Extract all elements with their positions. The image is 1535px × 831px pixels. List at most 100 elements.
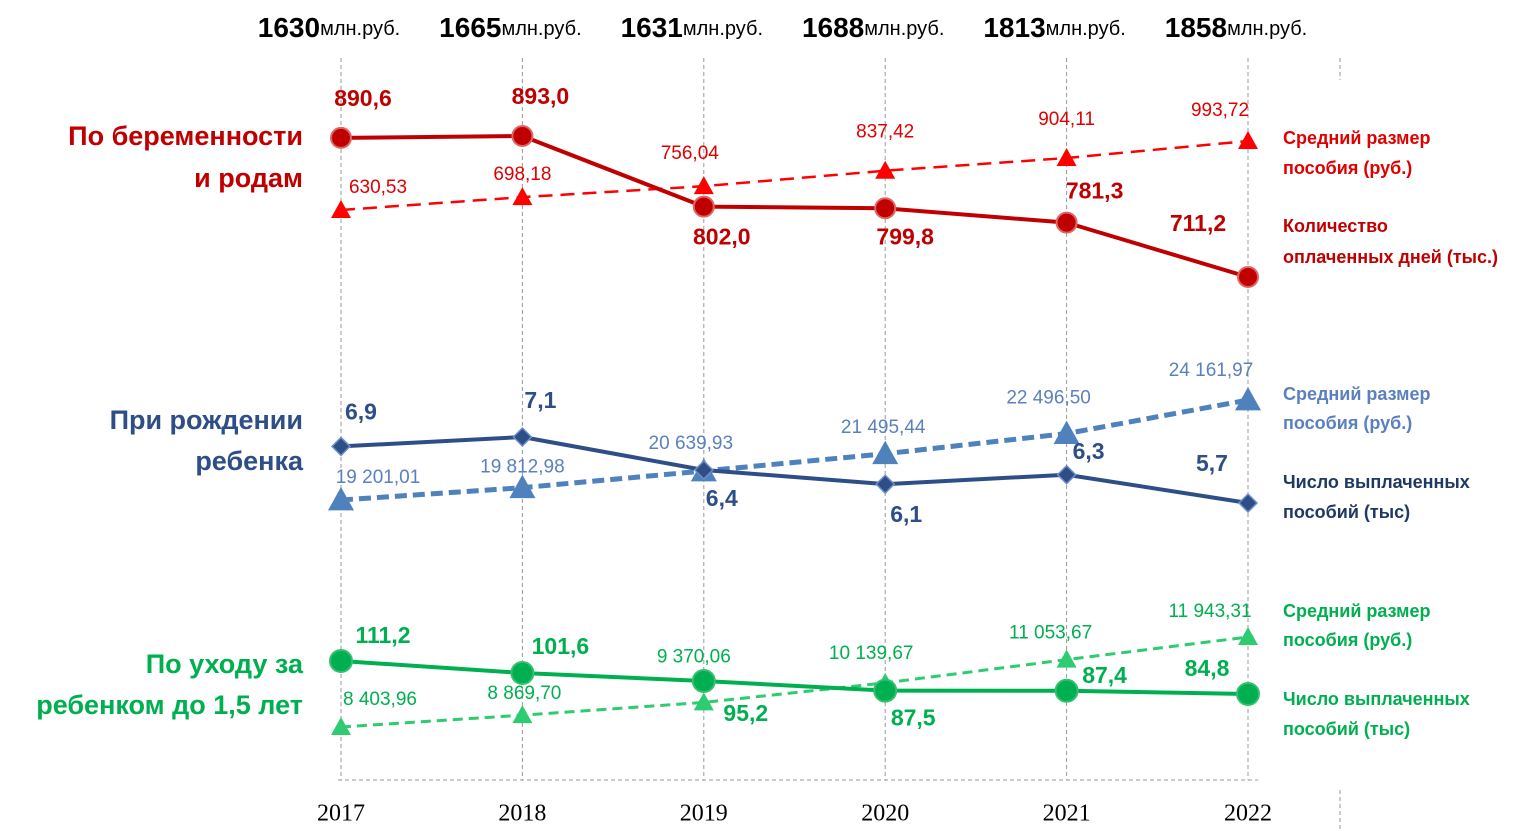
- total-label: 1688млн.руб.: [802, 12, 944, 43]
- group-label: и родам: [194, 163, 303, 193]
- legend-label: Число выплаченных: [1283, 472, 1470, 492]
- data-label: 22 496,50: [1006, 388, 1091, 409]
- marker: [873, 678, 898, 703]
- total-label: 1630млн.руб.: [258, 12, 400, 43]
- marker: [872, 440, 899, 465]
- marker: [1053, 420, 1080, 444]
- data-label: 95,2: [723, 700, 768, 726]
- marker: [693, 459, 714, 481]
- x-tick-label: 2017: [317, 801, 365, 827]
- legend-label: Число выплаченных: [1283, 689, 1470, 709]
- marker: [874, 197, 897, 220]
- data-label: 802,0: [693, 224, 751, 250]
- marker: [330, 126, 352, 149]
- legend-label: Количество: [1283, 216, 1388, 236]
- data-label: 101,6: [532, 633, 590, 659]
- marker: [1055, 211, 1078, 234]
- group-label: При рождении: [110, 405, 303, 435]
- data-label: 84,8: [1185, 655, 1230, 681]
- legend-label: пособия (руб.): [1283, 158, 1412, 178]
- marker: [331, 717, 351, 735]
- marker: [1056, 148, 1077, 167]
- data-label: 799,8: [876, 223, 934, 249]
- data-label: 890,6: [334, 85, 392, 111]
- marker: [1238, 131, 1258, 149]
- marker: [875, 160, 896, 179]
- legend-label: оплаченных дней (тыс.): [1283, 247, 1498, 267]
- data-label: 837,42: [856, 122, 914, 143]
- data-label: 8 869,70: [487, 683, 561, 704]
- data-label: 19 812,98: [480, 457, 565, 478]
- total-label: 1665млн.руб.: [439, 12, 581, 43]
- data-label: 11 053,67: [1009, 623, 1092, 644]
- marker: [330, 436, 352, 457]
- total-unit: млн.руб.: [501, 18, 581, 40]
- data-label: 19 201,01: [336, 467, 421, 488]
- marker: [512, 426, 533, 448]
- data-label: 7,1: [524, 387, 556, 413]
- series-line: [340, 139, 1249, 212]
- data-label: 698,18: [493, 164, 551, 185]
- marker: [509, 474, 536, 499]
- data-label: 87,4: [1082, 662, 1127, 688]
- marker: [1236, 682, 1260, 706]
- x-tick-label: 2019: [680, 801, 728, 827]
- data-label: 6,1: [890, 501, 922, 527]
- legend-label: пособий (тыс): [1283, 719, 1410, 739]
- marker: [329, 649, 353, 673]
- total-value: 1688: [802, 12, 864, 43]
- data-label: 6,9: [345, 399, 377, 425]
- data-label: 10 139,67: [829, 643, 914, 664]
- marker: [1056, 464, 1077, 485]
- series-line: [340, 397, 1249, 503]
- series-line: [340, 635, 1249, 729]
- legend-label: Средний размер: [1283, 384, 1430, 404]
- data-label: 111,2: [355, 622, 410, 648]
- data-label: 630,53: [349, 177, 407, 198]
- total-label: 1813млн.руб.: [983, 12, 1125, 43]
- total-value: 1813: [983, 12, 1045, 43]
- data-label: 781,3: [1066, 178, 1124, 204]
- series-line: [340, 134, 1249, 279]
- total-unit: млн.руб.: [1046, 18, 1126, 40]
- total-value: 1665: [439, 12, 501, 43]
- data-label: 8 403,96: [343, 689, 417, 710]
- marker: [512, 705, 533, 724]
- marker: [511, 125, 534, 147]
- data-label: 11 943,31: [1168, 601, 1251, 622]
- legend-label: пособий (тыс): [1283, 502, 1410, 522]
- group-label: По уходу за: [146, 649, 304, 679]
- marker: [1237, 492, 1259, 514]
- series-line: [340, 659, 1249, 696]
- group-label: По беременности: [68, 121, 303, 151]
- marker: [693, 692, 714, 711]
- marker: [875, 474, 896, 495]
- data-label: 24 161,97: [1169, 360, 1254, 381]
- legend-label: Средний размер: [1283, 601, 1430, 621]
- legend-label: пособия (руб.): [1283, 413, 1412, 433]
- x-tick-label: 2021: [1043, 801, 1091, 827]
- legend-label: Средний размер: [1283, 128, 1430, 148]
- data-label: 21 495,44: [841, 417, 926, 438]
- marker: [510, 661, 535, 685]
- data-label: 9 370,06: [657, 646, 731, 667]
- marker: [1238, 627, 1258, 645]
- marker: [1235, 387, 1261, 411]
- marker: [1237, 266, 1259, 288]
- marker: [328, 487, 354, 511]
- data-label: 993,72: [1191, 100, 1249, 121]
- group-label: ребенком до 1,5 лет: [36, 690, 303, 720]
- total-value: 1630: [258, 12, 320, 43]
- marker: [1054, 678, 1079, 703]
- x-tick-label: 2018: [498, 801, 546, 827]
- data-label: 711,2: [1170, 210, 1226, 236]
- group-label: ребенка: [195, 446, 304, 476]
- marker: [512, 187, 533, 206]
- data-label: 6,4: [706, 485, 738, 511]
- data-label: 756,04: [661, 143, 720, 164]
- data-label: 87,5: [891, 705, 936, 731]
- series-line: [340, 435, 1249, 505]
- x-tick-label: 2022: [1224, 801, 1272, 827]
- total-unit: млн.руб.: [864, 18, 944, 40]
